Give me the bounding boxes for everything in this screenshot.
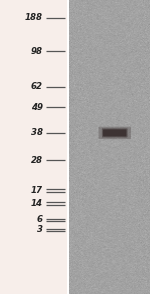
Text: 14: 14 xyxy=(31,199,43,208)
Text: 17: 17 xyxy=(31,186,43,195)
Text: 62: 62 xyxy=(31,82,43,91)
Text: 28: 28 xyxy=(31,156,43,165)
Text: 6: 6 xyxy=(37,216,43,224)
Text: 3: 3 xyxy=(37,225,43,234)
Text: 49: 49 xyxy=(31,103,43,112)
Text: 38: 38 xyxy=(31,128,43,137)
FancyBboxPatch shape xyxy=(99,127,131,139)
Text: 188: 188 xyxy=(25,13,43,22)
Text: 98: 98 xyxy=(31,47,43,56)
Bar xyxy=(0,0,68,294)
FancyBboxPatch shape xyxy=(102,128,128,138)
FancyBboxPatch shape xyxy=(103,129,126,136)
